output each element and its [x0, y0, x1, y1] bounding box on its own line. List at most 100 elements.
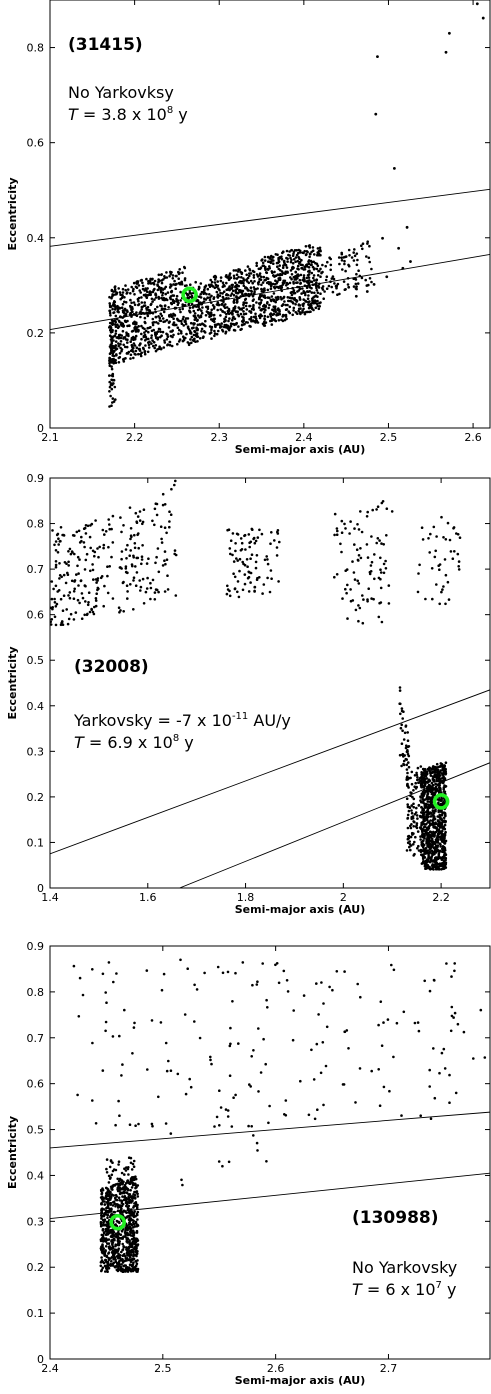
data-point [277, 981, 281, 985]
data-point [128, 1210, 131, 1213]
data-point [441, 857, 444, 860]
data-point [110, 1173, 114, 1177]
data-point [104, 991, 107, 994]
data-point [309, 252, 312, 256]
data-point [423, 851, 427, 854]
data-point [316, 247, 320, 250]
data-point [398, 753, 402, 757]
data-point [126, 291, 129, 294]
data-point [412, 820, 415, 823]
data-point [188, 295, 192, 299]
data-point [258, 528, 261, 532]
data-point [135, 1252, 138, 1256]
data-point [219, 314, 222, 317]
data-point [256, 1149, 259, 1152]
data-point [72, 964, 76, 968]
data-point [352, 285, 356, 288]
data-point [308, 279, 311, 282]
data-point [198, 337, 202, 340]
data-point [439, 762, 443, 765]
data-point [112, 350, 115, 354]
data-point [313, 253, 316, 256]
data-point [216, 965, 220, 969]
data-point [140, 278, 143, 282]
data-point [263, 255, 267, 259]
data-point [357, 559, 360, 562]
data-point [442, 779, 445, 782]
data-point [196, 328, 199, 332]
data-point [101, 1266, 105, 1269]
data-point [447, 598, 451, 601]
data-point [216, 303, 220, 307]
data-point [123, 1196, 126, 1199]
data-point [432, 834, 435, 838]
data-point [140, 332, 143, 336]
data-point [370, 1069, 374, 1073]
data-point [405, 797, 409, 800]
data-point [213, 281, 217, 284]
data-point [415, 771, 418, 775]
data-point [384, 559, 387, 563]
data-point [420, 800, 423, 804]
data-point [267, 306, 271, 310]
data-point [280, 257, 284, 261]
data-point [119, 566, 122, 569]
data-point [151, 1124, 154, 1128]
data-point [99, 1224, 103, 1228]
data-point [289, 269, 293, 272]
data-point [76, 598, 80, 602]
data-point [226, 970, 230, 974]
data-point [160, 541, 164, 544]
data-point [432, 818, 435, 821]
data-point [126, 352, 130, 355]
data-point [153, 298, 156, 301]
data-point [246, 276, 250, 280]
data-point [435, 535, 438, 538]
data-point [171, 274, 175, 277]
data-point [343, 1030, 347, 1034]
data-point [416, 776, 419, 779]
data-point [129, 1256, 132, 1259]
data-point [233, 329, 237, 332]
data-point [310, 280, 314, 284]
data-point [162, 298, 166, 302]
data-point [249, 272, 253, 275]
data-point [282, 264, 285, 267]
data-point [131, 1263, 134, 1266]
data-point [78, 601, 81, 605]
data-point [130, 313, 133, 317]
data-point [96, 577, 100, 580]
data-point [435, 856, 438, 860]
data-point [84, 558, 88, 562]
data-point [440, 764, 443, 768]
data-point [435, 861, 439, 865]
data-point [415, 822, 419, 825]
data-point [152, 328, 155, 332]
data-point [292, 250, 296, 254]
data-point [155, 555, 158, 559]
data-point [138, 343, 141, 347]
data-point [170, 487, 173, 491]
data-point [269, 315, 273, 318]
data-point [239, 328, 242, 332]
data-point [143, 350, 147, 353]
data-point [124, 1255, 127, 1258]
data-point [349, 588, 352, 591]
data-point [310, 1048, 313, 1052]
data-point [244, 321, 248, 324]
data-point [118, 1199, 121, 1202]
data-point [130, 1176, 134, 1179]
data-point [132, 1026, 136, 1029]
data-point [409, 826, 413, 830]
data-point [416, 778, 419, 782]
data-point [152, 344, 155, 348]
data-point [123, 309, 126, 312]
data-point [427, 779, 430, 783]
data-point [135, 1212, 139, 1216]
data-point [116, 1248, 120, 1252]
data-point [428, 833, 432, 837]
data-point [117, 356, 121, 360]
data-point [203, 288, 206, 291]
data-point [433, 979, 436, 982]
data-point [250, 527, 254, 531]
